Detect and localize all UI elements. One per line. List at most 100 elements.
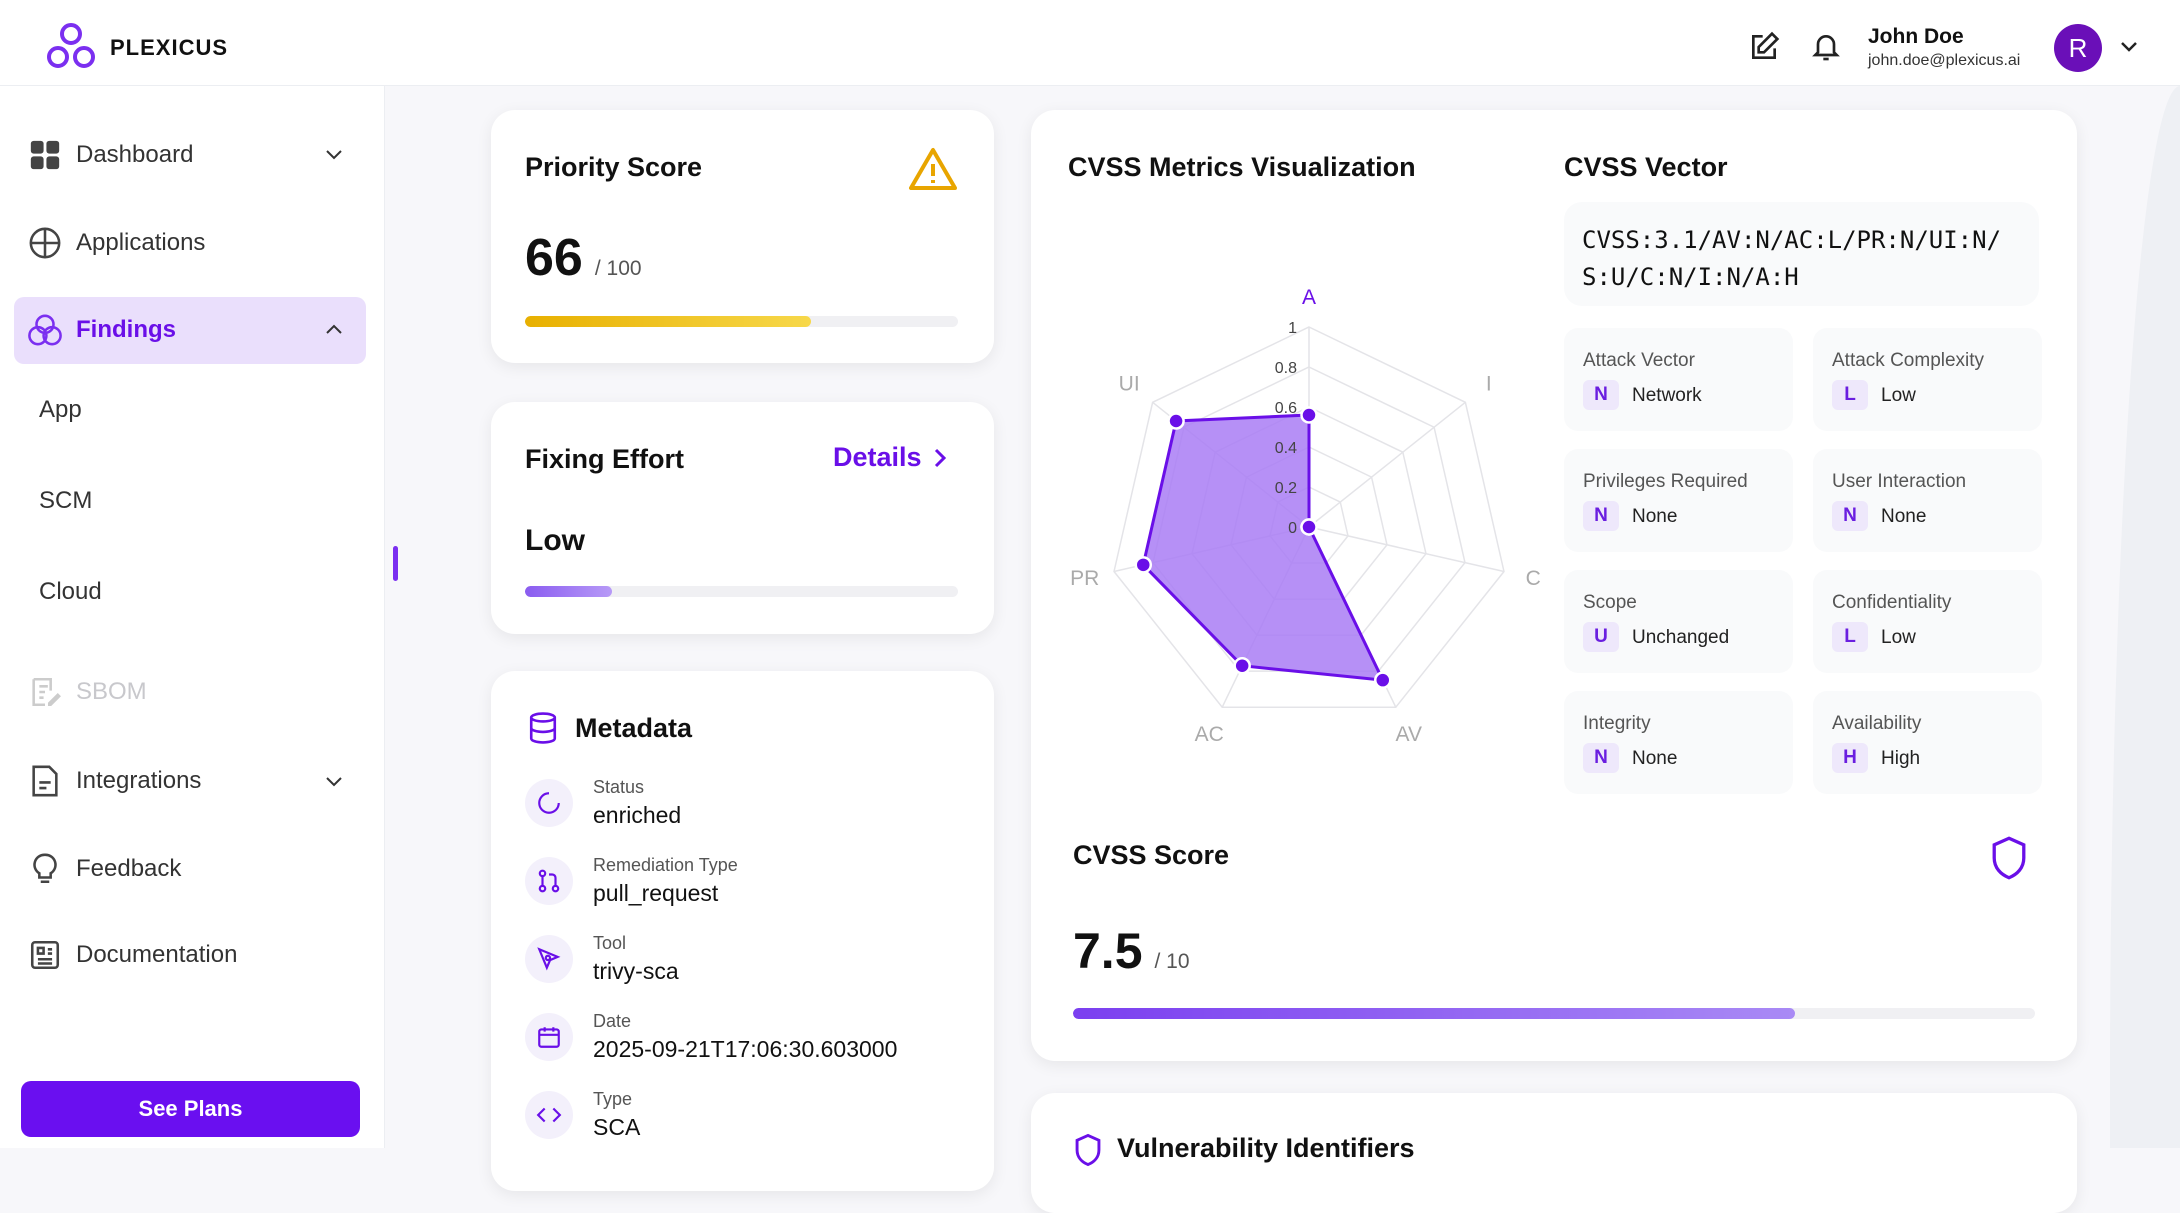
- sidebar-item-label: Documentation: [76, 941, 238, 968]
- priority-score-card: Priority Score 66 / 100: [491, 110, 994, 363]
- pen-tool-icon: [525, 935, 573, 983]
- newspaper-icon: [30, 940, 60, 970]
- radar-tick-label: 0.8: [1275, 360, 1297, 377]
- database-icon: [529, 712, 557, 744]
- priority-title: Priority Score: [525, 152, 703, 182]
- vulnerability-identifiers-card: Vulnerability Identifiers: [1031, 1093, 2077, 1213]
- code-icon: [525, 1091, 573, 1139]
- circles-icon: [28, 314, 62, 346]
- cvss-metric-card: Privileges Required N None: [1564, 449, 1793, 552]
- edit-icon[interactable]: [1748, 31, 1780, 63]
- metadata-value: enriched: [593, 802, 682, 828]
- metric-code-badge: N: [1583, 501, 1619, 531]
- radar-tick-label: 0.2: [1275, 480, 1297, 497]
- sidebar-item-findings[interactable]: [14, 297, 366, 364]
- cvss-metric-card: Integrity N None: [1564, 691, 1793, 794]
- chevron-down-icon[interactable]: [324, 144, 344, 164]
- sidebar-item-findings-label[interactable]: Findings: [28, 313, 176, 347]
- user-email: john.doe@plexicus.ai: [1868, 52, 2021, 69]
- sidebar-item-dashboard[interactable]: Dashboard: [28, 138, 193, 172]
- fixing-progress-bar: [525, 586, 958, 597]
- cvss-metric-card: Scope U Unchanged: [1564, 570, 1793, 673]
- scrollbar-handle[interactable]: [393, 546, 398, 581]
- metadata-value: 2025-09-21T17:06:30.603000: [593, 1036, 898, 1062]
- cvss-metric-card: Availability H High: [1813, 691, 2042, 794]
- sidebar-subitem-scm[interactable]: SCM: [39, 487, 93, 514]
- sidebar-subitem-app[interactable]: App: [39, 396, 82, 423]
- metadata-label: Status: [593, 777, 645, 797]
- cvss-score-bar: [1073, 1008, 2035, 1019]
- metadata-card: Metadata Status enriched Remediation Typ…: [491, 671, 994, 1191]
- metric-label: Attack Complexity: [1832, 350, 1985, 371]
- cvss-metric-card: Confidentiality L Low: [1813, 570, 2042, 673]
- chevron-down-icon[interactable]: [324, 771, 344, 791]
- metric-code-badge: N: [1583, 743, 1619, 773]
- sidebar-item-sbom: SBOM: [28, 675, 147, 709]
- sidebar-item-documentation[interactable]: Documentation: [28, 938, 237, 972]
- radar-category-label: PR: [1070, 567, 1099, 590]
- radar-data-point: [1233, 656, 1251, 675]
- cvss-vector-string: CVSS:3.1/AV:N/AC:L/PR:N/UI:N/ S:U/C:N/I:…: [1564, 202, 2039, 306]
- details-link[interactable]: Details: [833, 442, 948, 473]
- metric-label: Availability: [1832, 713, 1922, 734]
- metadata-row: Type SCA: [525, 1089, 640, 1141]
- sidebar-item-label: Findings: [76, 316, 176, 343]
- vector-line: S:U/C:N/I:N/A:H: [1582, 263, 1799, 291]
- radar-category-label: I: [1486, 373, 1492, 396]
- radar-axis-line: [1308, 526, 1505, 573]
- radar-category-label: AC: [1195, 723, 1224, 746]
- list-edit-icon: [32, 677, 61, 707]
- layout-icon: [29, 227, 61, 259]
- sidebar-subitem-cloud[interactable]: Cloud: [39, 578, 102, 605]
- metric-code-badge: L: [1832, 380, 1868, 410]
- metadata-label: Remediation Type: [593, 855, 738, 875]
- details-label: Details: [833, 442, 922, 472]
- metadata-row: Status enriched: [525, 777, 681, 829]
- metric-value: None: [1881, 506, 1927, 527]
- priority-progress-bar: [525, 316, 958, 327]
- radar-category-label: UI: [1119, 373, 1140, 396]
- cvss-metric-card: Attack Vector N Network: [1564, 328, 1793, 431]
- metric-value: High: [1881, 748, 1921, 769]
- radar-tick-label: 1: [1288, 320, 1297, 337]
- radar-category-label: C: [1526, 567, 1541, 590]
- chevron-down-icon[interactable]: [2120, 40, 2138, 54]
- radar-tick-label: 0: [1288, 520, 1297, 537]
- sidebar-item-label: Feedback: [76, 855, 182, 882]
- radar-axis-line: [1308, 401, 1466, 528]
- bulb-icon: [33, 853, 57, 884]
- sidebar-item-applications[interactable]: Applications: [28, 226, 205, 260]
- fixing-effort-card: Fixing Effort Details Low: [491, 402, 994, 634]
- avatar[interactable]: R: [2054, 24, 2102, 72]
- cvss-score: 7.5: [1073, 923, 1143, 979]
- cvss-score-max: / 10: [1154, 950, 1190, 973]
- sidebar: Dashboard Applications Findings App SCM …: [0, 86, 385, 1148]
- chevron-up-icon[interactable]: [324, 320, 344, 340]
- vector-line: CVSS:3.1/AV:N/AC:L/PR:N/UI:N/: [1582, 226, 2002, 254]
- top-header: PLEXICUS John Doe john.doe@plexicus.ai R: [0, 0, 2180, 86]
- metric-value: Low: [1881, 385, 1916, 406]
- metric-value: Unchanged: [1632, 627, 1730, 648]
- radar-category-label: AV: [1396, 723, 1422, 746]
- shield-icon: [1075, 1133, 1101, 1167]
- sidebar-item-integrations[interactable]: Integrations: [28, 764, 201, 798]
- radar-data-point: [1300, 518, 1318, 536]
- metadata-title: Metadata: [575, 713, 693, 743]
- metadata-value: pull_request: [593, 880, 719, 906]
- chevron-right-icon: [934, 448, 946, 467]
- metric-label: Attack Vector: [1583, 350, 1695, 371]
- metadata-label: Date: [593, 1011, 632, 1031]
- sidebar-item-feedback[interactable]: Feedback: [28, 852, 181, 886]
- priority-score: 66: [525, 229, 583, 287]
- metric-value: None: [1632, 506, 1678, 527]
- sidebar-item-label: Integrations: [76, 767, 202, 794]
- cvss-vector-title: CVSS Vector: [1564, 152, 1728, 182]
- radar-grid-ring: [1113, 326, 1505, 708]
- fixing-title: Fixing Effort: [525, 444, 684, 474]
- see-plans-button[interactable]: See Plans: [21, 1081, 360, 1137]
- bell-icon[interactable]: [1810, 31, 1842, 63]
- radar-tick-label: 0.6: [1275, 400, 1297, 417]
- calendar-icon: [525, 1013, 573, 1061]
- fixing-level: Low: [525, 524, 585, 557]
- cvss-radar-chart: 0 0.2 0.4 0.6 0.8 1A I C AV AC PR UI: [1070, 286, 1541, 746]
